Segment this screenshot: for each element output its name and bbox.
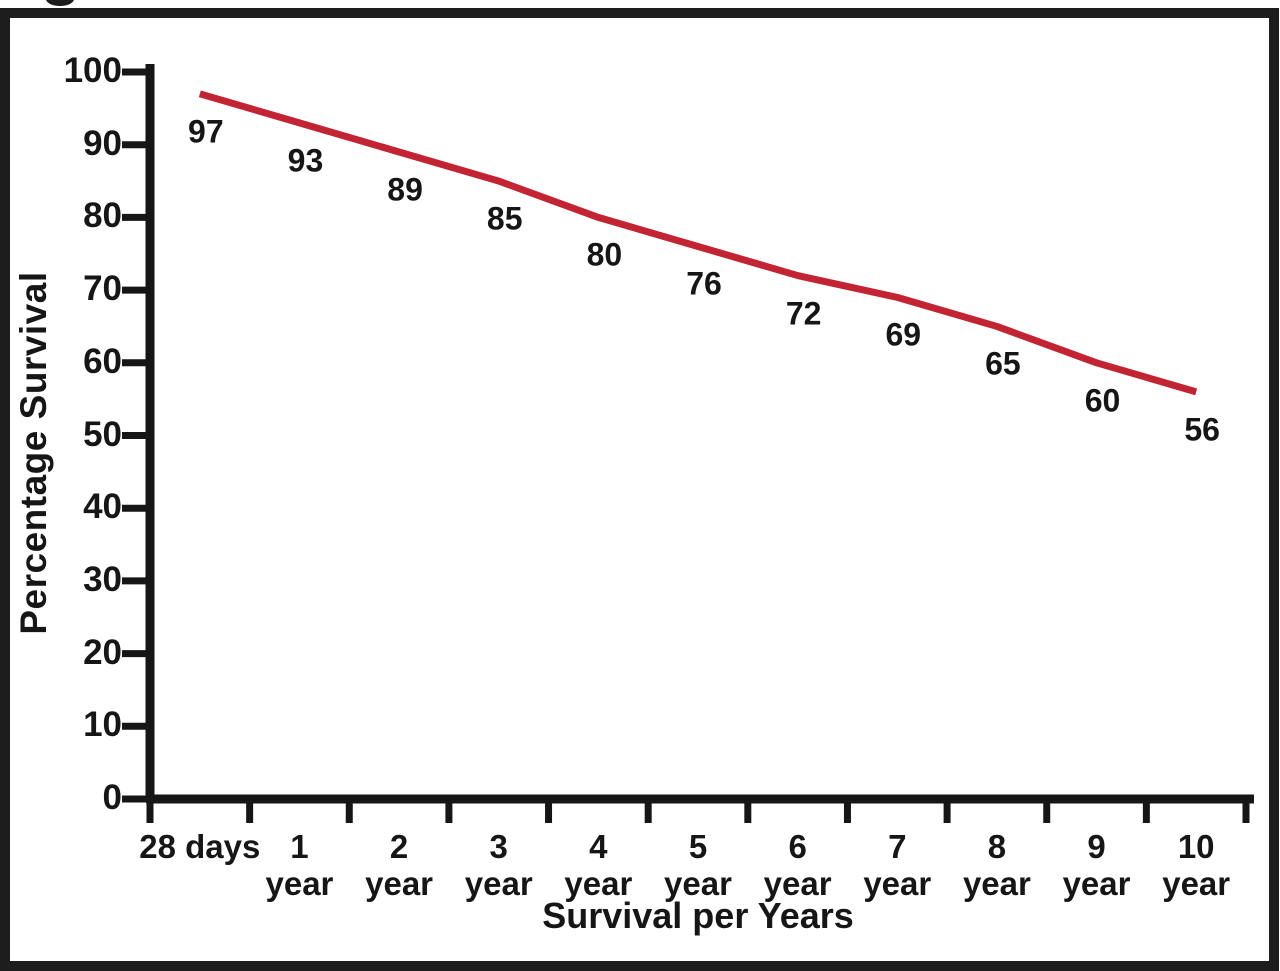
x-tick-label: 6 year bbox=[723, 828, 873, 902]
y-tick-label: 0 bbox=[102, 778, 122, 818]
data-point-label: 56 bbox=[1184, 411, 1220, 448]
x-tick-label-line2: year bbox=[464, 865, 533, 902]
x-tick-label-line1: 2 bbox=[389, 828, 409, 865]
x-tick-label: 9 year bbox=[1022, 828, 1172, 902]
cropped-text-fragment bbox=[46, 0, 74, 6]
x-tick-label-line1: 8 bbox=[987, 828, 1007, 865]
y-tick-label: 40 bbox=[83, 487, 122, 527]
x-tick-label-line1: 4 bbox=[589, 828, 608, 865]
x-tick-label-line2: year bbox=[365, 865, 434, 902]
chart-frame-border bbox=[0, 8, 1279, 971]
x-tick-label-line2: year bbox=[863, 865, 932, 902]
x-tick-label-line1: 28 days bbox=[139, 828, 261, 865]
data-point-label: 97 bbox=[188, 113, 224, 150]
x-tick-label-line1: 5 bbox=[688, 828, 708, 865]
x-tick-label-line1: 1 bbox=[290, 828, 309, 865]
y-tick-label: 10 bbox=[83, 705, 122, 745]
x-tick-label: 8 year bbox=[922, 828, 1072, 902]
x-tick-label-line2: year bbox=[763, 865, 832, 902]
x-tick-label: 1 year bbox=[224, 828, 374, 902]
x-tick-label: 7 year bbox=[822, 828, 972, 902]
x-tick-label: 2 year bbox=[324, 828, 474, 902]
x-tick-label-line1: 9 bbox=[1087, 828, 1106, 865]
x-tick-label-line1: 10 bbox=[1177, 828, 1215, 865]
y-tick-label: 50 bbox=[83, 414, 122, 454]
x-tick-label-line2: year bbox=[962, 865, 1031, 902]
data-point-label: 93 bbox=[287, 142, 324, 179]
y-tick-label: 60 bbox=[83, 341, 122, 381]
data-point-label: 65 bbox=[985, 345, 1021, 382]
x-tick-label-line2: year bbox=[664, 865, 732, 902]
x-tick-label: 4 year bbox=[523, 828, 673, 902]
data-point-label: 69 bbox=[885, 316, 922, 353]
x-tick-label: 10 year bbox=[1121, 828, 1271, 902]
data-point-label: 89 bbox=[387, 171, 423, 208]
y-tick-label: 80 bbox=[83, 196, 122, 236]
x-tick-label-line1: 6 bbox=[788, 828, 807, 865]
x-tick-label-line2: year bbox=[265, 865, 334, 902]
data-point-label: 85 bbox=[486, 200, 523, 237]
y-tick-label: 20 bbox=[83, 632, 122, 672]
y-tick-label: 30 bbox=[83, 560, 122, 600]
x-tick-label-line2: year bbox=[1062, 865, 1131, 902]
data-point-label: 72 bbox=[785, 295, 822, 332]
x-tick-label-line2: year bbox=[564, 865, 633, 902]
y-tick-label: 100 bbox=[63, 51, 122, 91]
y-tick-label: 70 bbox=[83, 269, 122, 309]
x-tick-label: 28 days bbox=[125, 828, 275, 865]
x-tick-label-line2: year bbox=[1162, 865, 1231, 902]
survival-series-line bbox=[198, 90, 1198, 396]
data-point-label: 60 bbox=[1084, 382, 1121, 419]
x-tick-label: 3 year bbox=[424, 828, 574, 902]
y-tick-label: 90 bbox=[83, 123, 122, 163]
x-axis-title: Survival per Years bbox=[542, 895, 854, 936]
data-point-label: 76 bbox=[686, 265, 722, 302]
data-point-label: 80 bbox=[586, 236, 623, 273]
x-tick-label-line1: 3 bbox=[489, 828, 508, 865]
x-tick-label: 5 year bbox=[623, 828, 773, 902]
x-tick-label-line1: 7 bbox=[888, 828, 907, 865]
